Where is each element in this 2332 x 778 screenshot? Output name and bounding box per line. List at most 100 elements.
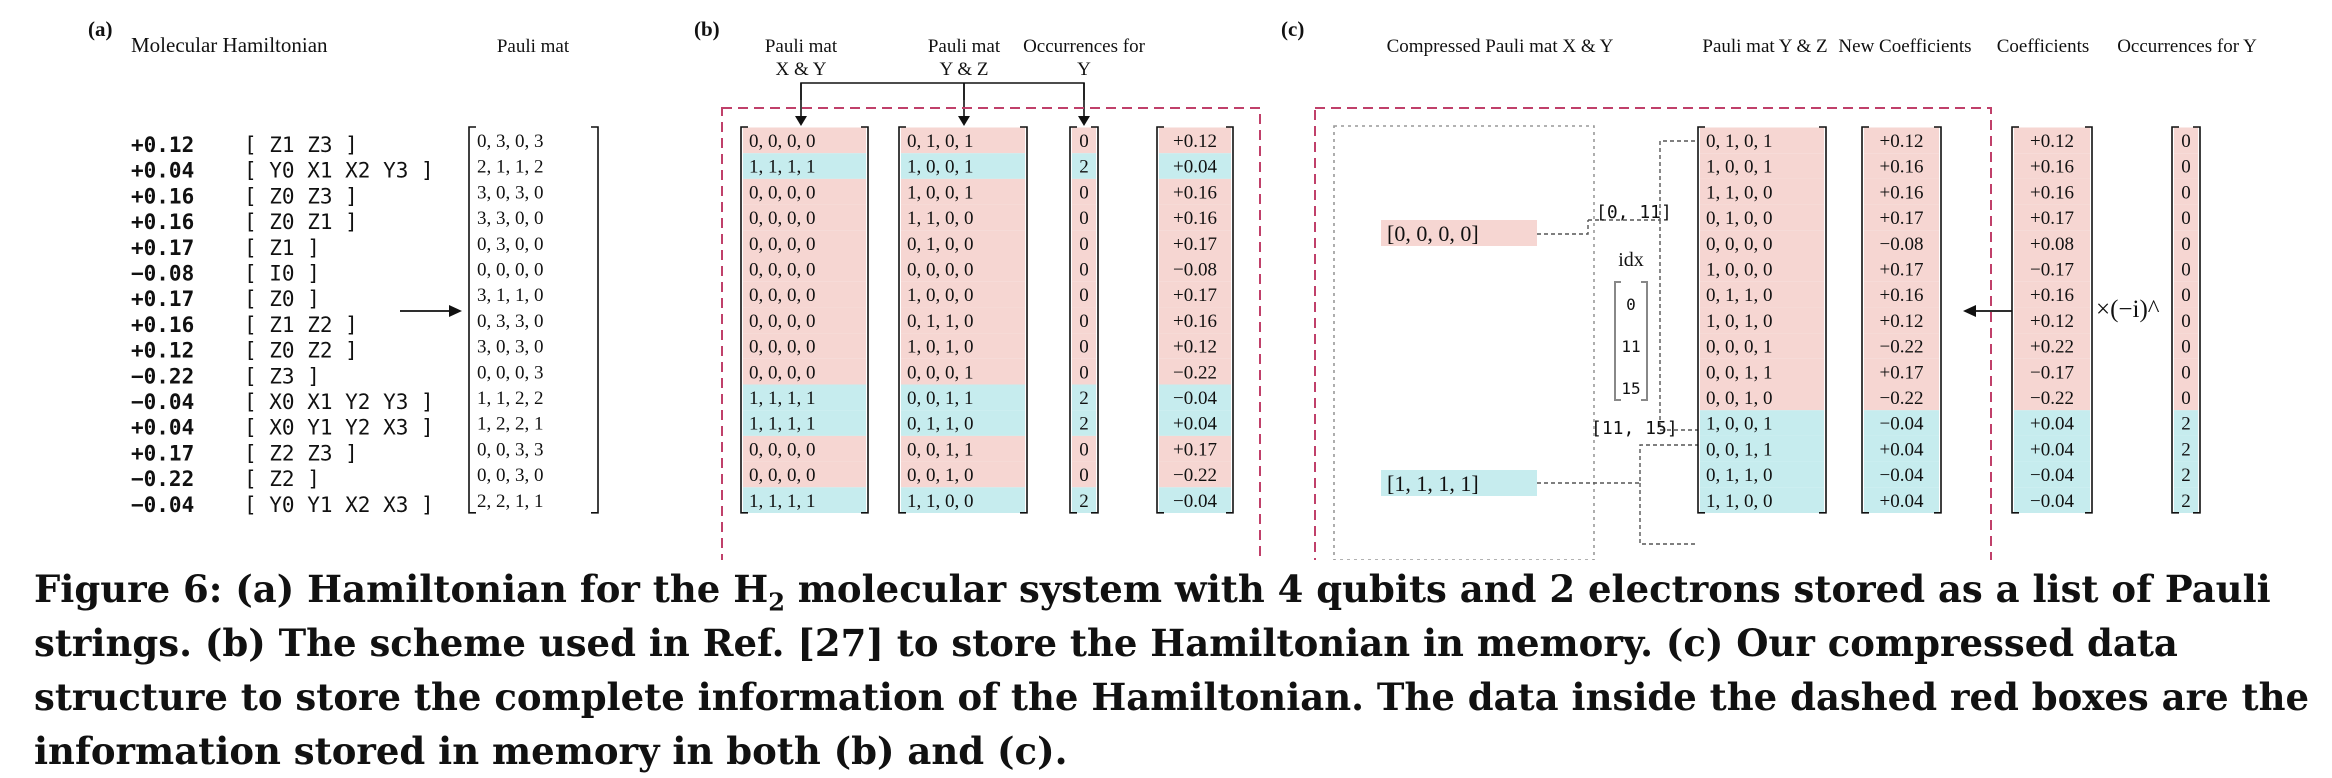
c-compressed-row0-bg bbox=[1381, 220, 1537, 246]
c-idx-value-2: 15 bbox=[1621, 379, 1640, 398]
b-xy-mat-cell: 0, 0, 0, 0 bbox=[749, 337, 816, 358]
c-newcoef-cell-bg bbox=[1864, 178, 1939, 205]
a-pauli-term: [ Z2 Z3 ] bbox=[244, 441, 358, 465]
c-coef-cell-bg bbox=[2014, 333, 2090, 359]
c-coef-cell-bg bbox=[2014, 153, 2090, 179]
a-pauli-term: [ Z0 Z3 ] bbox=[244, 184, 358, 208]
b-occ-cell: 0 bbox=[1079, 337, 1089, 358]
c-occ-cell-bg bbox=[2174, 358, 2198, 385]
a-pauli-mat-cell: 0, 0, 0, 0 bbox=[477, 260, 544, 281]
b-occ-cell: 0 bbox=[1079, 208, 1089, 229]
c-yz-mat-cell: 0, 0, 0, 0 bbox=[1706, 234, 1773, 255]
c-coef-cell-bg bbox=[2014, 410, 2090, 436]
b-coef-cell-bg bbox=[1159, 333, 1231, 359]
b-yz-mat-cell: 0, 0, 0, 1 bbox=[907, 362, 974, 383]
c-newcoef-cell-bg bbox=[1864, 204, 1939, 231]
c-idx-vector-bracket bbox=[1614, 281, 1648, 401]
c-newcoef-cell: −0.22 bbox=[1880, 388, 1924, 409]
c-newcoef-cell-bg bbox=[1864, 358, 1939, 385]
b-yz-mat-cell: 1, 1, 0, 0 bbox=[907, 208, 974, 229]
b-occ-cell: 2 bbox=[1079, 157, 1089, 178]
c-occ-cell: 0 bbox=[2181, 157, 2191, 178]
c-occ-cell-bg bbox=[2174, 461, 2198, 488]
c-coef-header: Coefficients bbox=[1997, 36, 2090, 57]
c-yz-mat-cell-bg bbox=[1700, 153, 1824, 179]
c-newcoef-cell: +0.04 bbox=[1880, 491, 1924, 512]
a-coefficient: +0.16 bbox=[131, 184, 194, 208]
c-newcoef-cell-bg bbox=[1864, 333, 1939, 359]
a-pauli-term: [ Z0 Z1 ] bbox=[244, 210, 358, 234]
c-newcoef-cell: +0.17 bbox=[1880, 260, 1924, 281]
c-coef-cell: −0.04 bbox=[2030, 465, 2074, 486]
b-yz-mat-cell-bg bbox=[901, 281, 1025, 308]
c-yz-mat-cell-bg bbox=[1700, 358, 1824, 385]
b-coef-cell: −0.04 bbox=[1173, 491, 1217, 512]
c-occ-cell: 2 bbox=[2181, 491, 2191, 512]
b-xy-mat-cell: 0, 0, 0, 0 bbox=[749, 439, 816, 460]
c-yz-mat-cell: 1, 0, 0, 1 bbox=[1706, 414, 1773, 435]
c-yz-mat-cell-bg bbox=[1700, 410, 1824, 436]
c-idx-value-1: 11 bbox=[1621, 337, 1640, 356]
a-coefficient: +0.04 bbox=[131, 416, 194, 440]
c-yz-mat-cell: 1, 0, 1, 0 bbox=[1706, 311, 1773, 332]
a-coefficient: −0.08 bbox=[131, 262, 194, 286]
c-coef-cell-bg bbox=[2014, 281, 2090, 308]
a-coefficient: −0.22 bbox=[131, 467, 194, 491]
b-xy-mat-cell-bg bbox=[743, 204, 866, 231]
c-newcoef-cell: +0.16 bbox=[1880, 157, 1924, 178]
a-pauli-term: [ Y0 X1 X2 Y3 ] bbox=[244, 159, 434, 183]
a-pauli-term: [ Y0 Y1 X2 X3 ] bbox=[244, 493, 434, 517]
c-idx-label: idx bbox=[1618, 249, 1644, 271]
b-yz-header-1: Pauli mat bbox=[928, 36, 1001, 57]
c-occ-cell: 0 bbox=[2181, 311, 2191, 332]
b-coef-cell-bg bbox=[1159, 384, 1231, 411]
a-pauli-mat-cell: 1, 2, 2, 1 bbox=[477, 414, 544, 435]
b-occ-cell: 0 bbox=[1079, 182, 1089, 203]
c-yz-mat-cell: 0, 1, 1, 0 bbox=[1706, 285, 1773, 306]
b-xy-header-1: Pauli mat bbox=[765, 36, 838, 57]
c-yz-mat-cell-bg bbox=[1700, 461, 1824, 488]
c-occ-cell: 0 bbox=[2181, 260, 2191, 281]
b-yz-mat-cell: 0, 1, 1, 0 bbox=[907, 414, 974, 435]
b-occ-cell-bg bbox=[1072, 435, 1096, 462]
c-yz-mat-cell: 1, 1, 0, 0 bbox=[1706, 182, 1773, 203]
c-storage-box bbox=[1314, 107, 1992, 560]
b-coef-cell: +0.17 bbox=[1173, 234, 1217, 255]
c-newcoef-cell-bg bbox=[1864, 487, 1939, 513]
c-coef-cell: +0.16 bbox=[2030, 285, 2074, 306]
b-occ-cell: 2 bbox=[1079, 491, 1089, 512]
b-yz-mat-cell: 1, 0, 0, 0 bbox=[907, 285, 974, 306]
b-yz-mat-cell-bg bbox=[901, 435, 1025, 462]
panel-c-label: (c) bbox=[1281, 17, 1304, 41]
c-idx-value-0: 0 bbox=[1626, 295, 1636, 314]
b-occ-cell-bg bbox=[1072, 178, 1096, 205]
b-occ-cell: 0 bbox=[1079, 260, 1089, 281]
c-phase-factor: ×(−i)^ bbox=[2096, 296, 2160, 323]
c-compressed-connectors bbox=[1537, 140, 1698, 545]
c-coef-cell: +0.08 bbox=[2030, 234, 2074, 255]
b-coef-cell-bg bbox=[1159, 461, 1231, 488]
c-occ-cell-bg bbox=[2174, 384, 2198, 411]
b-coef-cell-bg bbox=[1159, 307, 1231, 334]
a-pauli-mat-cell: 0, 0, 3, 0 bbox=[477, 465, 544, 486]
c-newcoef-cell-bg bbox=[1864, 435, 1939, 462]
b-occ-cell-bg bbox=[1072, 333, 1096, 359]
b-coef-cell-bg bbox=[1159, 358, 1231, 385]
c-newcoef-cell-bg bbox=[1864, 410, 1939, 436]
panel-a-label: (a) bbox=[88, 17, 113, 41]
b-yz-mat-cell: 0, 1, 0, 0 bbox=[907, 234, 974, 255]
b-occ-cell: 0 bbox=[1079, 439, 1089, 460]
c-compressed-row1: [1, 1, 1, 1] bbox=[1387, 471, 1479, 496]
c-occ-header: Occurrences for Y bbox=[2117, 36, 2257, 57]
a-pauli-term: [ X0 X1 Y2 Y3 ] bbox=[244, 390, 434, 414]
c-yz-mat-cell: 0, 1, 1, 0 bbox=[1706, 465, 1773, 486]
c-yz-mat-cell: 0, 0, 1, 0 bbox=[1706, 388, 1773, 409]
b-yz-mat-cell-bg bbox=[901, 487, 1025, 513]
c-coef-cell: +0.04 bbox=[2030, 414, 2074, 435]
c-occ-cell-bg bbox=[2174, 230, 2198, 256]
c-coef-cell: −0.04 bbox=[2030, 491, 2074, 512]
c-coef-cell: −0.17 bbox=[2030, 260, 2074, 281]
c-newcoef-cell: −0.22 bbox=[1880, 337, 1924, 358]
b-xy-mat-cell-bg bbox=[743, 307, 866, 334]
b-occ-header-1: Occurrences for bbox=[1023, 36, 1146, 57]
